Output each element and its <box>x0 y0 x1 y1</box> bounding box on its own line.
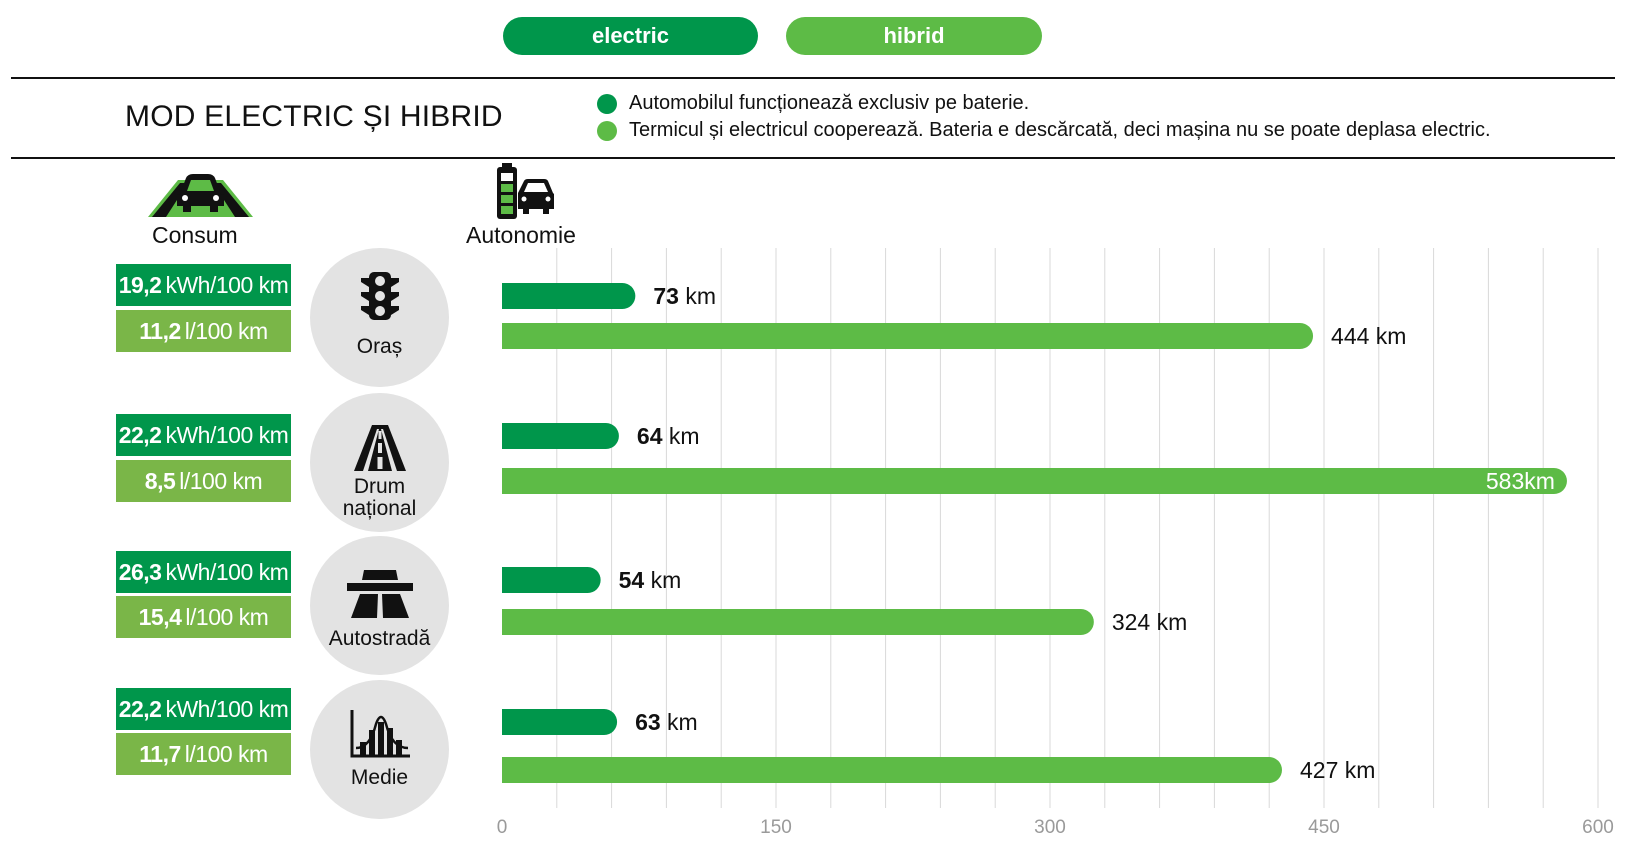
bar-electric-left-edge <box>502 709 528 735</box>
fuel-value: 11,7 <box>139 740 181 767</box>
legend-dot-hybrid <box>597 120 617 141</box>
consum-fuel-drum: 8,5 l/100 km <box>116 460 291 502</box>
bar-hibrid-left-edge <box>502 468 528 494</box>
category-drum-national: Drum național <box>310 393 449 532</box>
legend-dot-electric <box>597 93 617 114</box>
x-tick-label: 300 <box>1034 817 1066 838</box>
highway-icon <box>310 570 449 625</box>
fuel-unit: l/100 km <box>184 317 268 344</box>
kwh-unit: kWh/100 km <box>165 695 289 722</box>
x-tick-label: 0 <box>497 817 508 838</box>
average-chart-icon <box>310 708 449 763</box>
fuel-unit: l/100 km <box>184 740 268 767</box>
category-label-line1: Drum <box>353 475 406 498</box>
fuel-unit: l/100 km <box>185 603 269 630</box>
electric-mode-pill: electric <box>503 17 758 55</box>
bar-label-hibrid: 583km <box>1486 468 1555 494</box>
bar-label-electric: 63 km <box>635 709 698 735</box>
road-icon <box>310 425 449 480</box>
bar-electric-left-edge <box>502 283 528 309</box>
category-oras: Oraș <box>310 248 449 387</box>
kwh-value: 19,2 <box>118 271 162 298</box>
bar-electric <box>502 423 619 449</box>
bar-hibrid-left-edge <box>502 323 528 349</box>
bar-label-hibrid: 324 km <box>1112 609 1187 635</box>
consum-kwh-oras: 19,2 kWh/100 km <box>116 264 291 306</box>
kwh-value: 22,2 <box>118 421 162 448</box>
x-tick-label: 150 <box>760 817 792 838</box>
category-label-line2: național <box>342 497 417 520</box>
category-medie: Medie <box>310 680 449 819</box>
page-title: MOD ELECTRIC ȘI HIBRID <box>125 100 503 133</box>
autonomie-label: Autonomie <box>466 222 576 248</box>
category-autostrada: Autostradă <box>310 536 449 675</box>
traffic-light-icon <box>310 270 449 325</box>
hybrid-mode-pill: hibrid <box>786 17 1042 55</box>
fuel-unit: l/100 km <box>179 467 263 494</box>
legend-text-electric: Automobilul funcționează exclusiv pe bat… <box>629 92 1030 114</box>
x-tick-label: 600 <box>1582 817 1614 838</box>
bottom-divider <box>11 157 1615 159</box>
kwh-unit: kWh/100 km <box>165 421 289 448</box>
fuel-value: 11,2 <box>139 317 181 344</box>
bar-hibrid-left-edge <box>502 609 528 635</box>
consum-kwh-medie: 22,2 kWh/100 km <box>116 688 291 730</box>
bar-label-hibrid: 427 km <box>1300 757 1375 783</box>
consum-fuel-medie: 11,7 l/100 km <box>116 733 291 775</box>
bar-label-electric: 54 km <box>619 567 682 593</box>
consum-kwh-drum: 22,2 kWh/100 km <box>116 414 291 456</box>
bar-electric <box>502 283 636 309</box>
legend-item-electric: Automobilul funcționează exclusiv pe bat… <box>597 92 1029 115</box>
category-label: Medie <box>350 766 409 789</box>
bar-hibrid-left-edge <box>502 757 528 783</box>
legend-text-hybrid: Termicul și electricul cooperează. Bater… <box>629 119 1491 141</box>
bar-hibrid <box>502 323 1314 349</box>
kwh-value: 22,2 <box>118 695 162 722</box>
fuel-value: 8,5 <box>144 467 176 494</box>
x-tick-label: 450 <box>1308 817 1340 838</box>
bar-hibrid <box>502 757 1282 783</box>
bar-electric <box>502 709 618 735</box>
consum-kwh-autostrada: 26,3 kWh/100 km <box>116 551 291 593</box>
battery-car-icon <box>494 163 554 221</box>
bar-label-electric: 64 km <box>637 423 700 449</box>
category-label: Oraș <box>356 335 403 358</box>
legend-item-hybrid: Termicul și electricul cooperează. Bater… <box>597 119 1491 142</box>
fuel-value: 15,4 <box>138 603 182 630</box>
bar-hibrid <box>502 609 1094 635</box>
category-label: Autostradă <box>328 627 431 650</box>
bar-hibrid <box>502 468 1567 494</box>
bar-electric-left-edge <box>502 423 528 449</box>
bar-label-hibrid: 444 km <box>1331 323 1406 349</box>
consum-label: Consum <box>152 222 238 248</box>
bar-electric-left-edge <box>502 567 528 593</box>
consum-fuel-oras: 11,2 l/100 km <box>116 310 291 352</box>
car-on-road-icon <box>148 170 253 220</box>
bar-label-electric: 73 km <box>653 283 716 309</box>
kwh-unit: kWh/100 km <box>165 558 289 585</box>
kwh-unit: kWh/100 km <box>165 271 289 298</box>
top-divider <box>11 77 1615 79</box>
consum-fuel-autostrada: 15,4 l/100 km <box>116 596 291 638</box>
kwh-value: 26,3 <box>118 558 162 585</box>
